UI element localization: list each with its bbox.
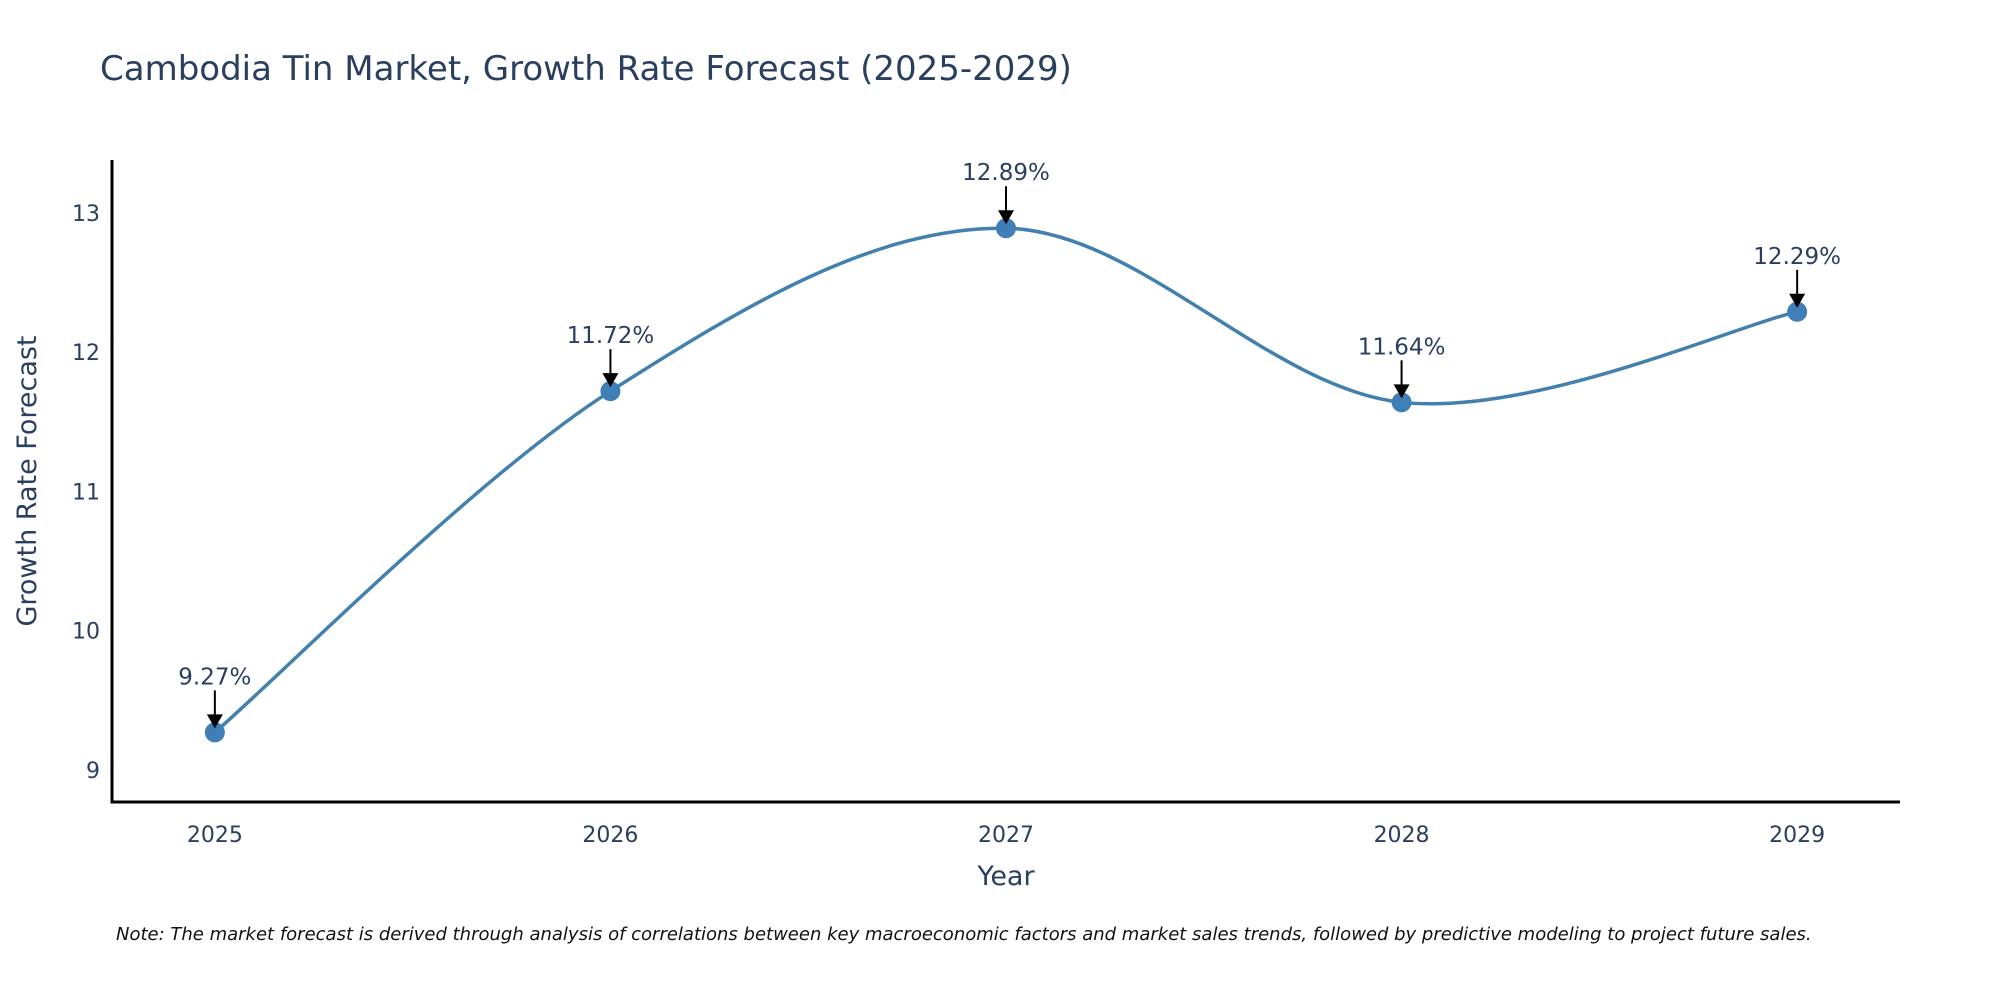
x-tick-label: 2027 <box>978 823 1034 848</box>
annotation-arrow-head <box>1789 293 1806 308</box>
x-tick-label: 2028 <box>1374 823 1430 848</box>
x-axis-ticks: 2025 2026 2027 2028 2029 <box>187 823 1825 848</box>
y-tick-label: 10 <box>72 620 100 645</box>
y-axis-ticks: 9 10 11 12 13 <box>72 202 100 784</box>
x-tick-label: 2029 <box>1769 823 1825 848</box>
data-label: 11.64% <box>1358 334 1446 360</box>
data-annotations: 9.27% 11.72% 12.89% 11.64% 12.29% <box>178 160 1841 729</box>
data-point <box>1391 392 1412 413</box>
data-point <box>204 722 225 743</box>
y-tick-label: 12 <box>72 341 100 366</box>
annotation-arrow-head <box>998 210 1014 225</box>
data-label: 12.29% <box>1753 244 1841 270</box>
chart-title: Cambodia Tin Market, Growth Rate Forecas… <box>100 49 1072 89</box>
y-axis-title: Growth Rate Forecast <box>12 335 43 626</box>
x-tick-label: 2026 <box>582 823 638 848</box>
annotation-arrow-head <box>206 714 223 729</box>
data-point <box>996 218 1016 239</box>
data-markers <box>204 218 1808 743</box>
data-point <box>1787 301 1808 322</box>
y-tick-label: 13 <box>72 202 100 227</box>
chart-note: Note: The market forecast is derived thr… <box>116 924 1812 945</box>
series-line <box>213 226 1798 734</box>
annotation-arrow-head <box>602 373 619 388</box>
y-tick-label: 9 <box>86 759 100 784</box>
x-tick-label: 2025 <box>187 823 243 848</box>
data-point <box>600 381 621 402</box>
x-axis-title: Year <box>976 861 1035 892</box>
annotation-arrow-head <box>1393 384 1410 399</box>
data-label: 9.27% <box>178 664 251 690</box>
data-label: 12.89% <box>962 160 1050 186</box>
data-label: 11.72% <box>567 323 655 349</box>
y-tick-label: 11 <box>72 480 100 505</box>
